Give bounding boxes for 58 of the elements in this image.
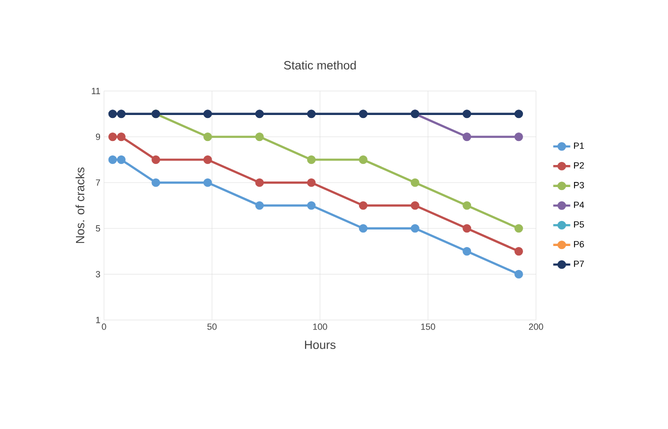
point [307,110,316,118]
point [203,178,212,187]
y-tick-label: 9 [96,134,100,140]
point [514,132,524,142]
point [117,110,126,118]
point [152,178,160,187]
point [255,132,264,142]
point [117,132,126,142]
point [514,270,524,278]
legend-label: P2 [574,162,584,168]
point [152,155,160,164]
point [410,201,420,210]
point [307,201,316,210]
point [255,201,264,210]
x-tick-label: 100 [313,324,328,330]
y-tick-label: 1 [96,316,100,324]
point [108,155,117,164]
point [462,247,472,256]
y-tick-label: 7 [96,180,100,186]
point [514,110,524,118]
point [203,132,212,142]
point [514,247,524,256]
chart-title: Static method [284,60,356,70]
legend-label: P5 [574,221,584,228]
x-tick-label: 200 [528,324,544,330]
point [307,155,316,164]
point [462,224,472,233]
point [462,132,472,142]
legend-label: P7 [574,260,584,267]
point [108,110,117,118]
point [410,224,420,233]
y-tick-label: 5 [96,225,100,232]
y-tick-label: 11 [92,88,100,94]
point [358,155,368,164]
point [255,178,264,187]
x-tick-label: 150 [421,324,436,330]
point [307,178,316,187]
point [410,178,420,187]
y-axis-title: Nos. of cracks [76,168,84,243]
point [255,110,264,118]
point [358,224,368,233]
point [203,155,212,164]
legend-label: P4 [574,202,584,208]
point [117,155,126,164]
legend-label: P6 [574,241,584,248]
x-axis-title: Hours [305,340,336,350]
point [358,110,368,118]
point [108,132,117,142]
point [462,110,472,118]
legend-label: P1 [574,142,584,149]
point [514,224,524,233]
legend-label: P3 [574,182,584,188]
point [203,110,212,118]
point [358,201,368,210]
point [462,201,472,210]
y-tick-label: 3 [96,271,100,278]
x-tick-label: 50 [207,324,217,330]
x-tick-label: 0 [102,324,106,330]
